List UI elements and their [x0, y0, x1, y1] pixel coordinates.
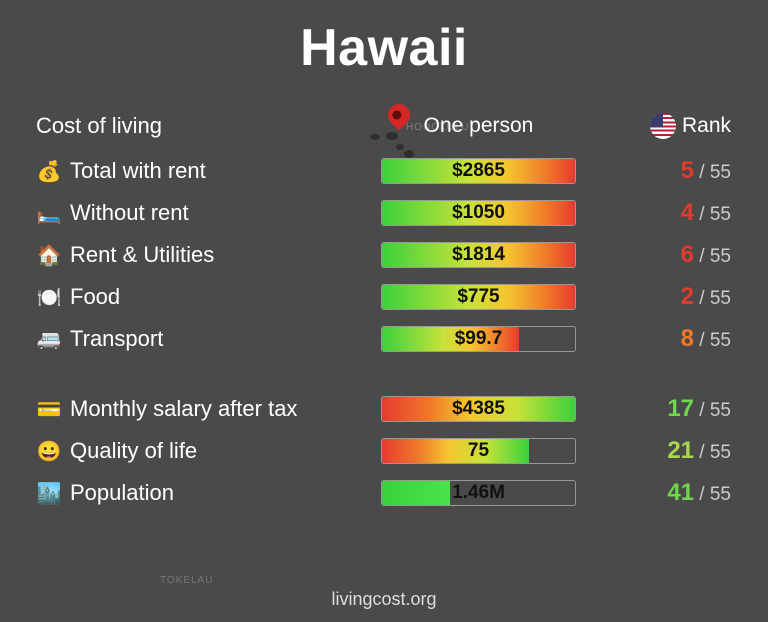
table-row: 🚐Transport$99.78 / 55 [36, 318, 732, 360]
table-row: 😀Quality of life7521 / 55 [36, 430, 732, 472]
value-bar: $775 [381, 284, 576, 310]
value-bar: 1.46M [381, 480, 576, 506]
bar-value: $99.7 [382, 327, 575, 351]
row-icon: 💳 [36, 397, 62, 422]
value-bar: $4385 [381, 396, 576, 422]
header-rank: Rank [576, 113, 731, 139]
bar-value: $1050 [382, 201, 575, 225]
rank-cell: 6 / 55 [576, 241, 731, 269]
row-label: 🍽️Food [36, 284, 381, 310]
value-bar: $1050 [381, 200, 576, 226]
value-bar: $1814 [381, 242, 576, 268]
value-bar: 75 [381, 438, 576, 464]
value-bar: $99.7 [381, 326, 576, 352]
row-label: 🛏️Without rent [36, 200, 381, 226]
bar-value: $2865 [382, 159, 575, 183]
row-icon: 🛏️ [36, 201, 62, 226]
row-label: 🚐Transport [36, 326, 381, 352]
header-section: Cost of living [36, 113, 381, 139]
rank-cell: 41 / 55 [576, 479, 731, 507]
row-icon: 🍽️ [36, 285, 62, 310]
rank-cell: 4 / 55 [576, 199, 731, 227]
rank-cell: 2 / 55 [576, 283, 731, 311]
table-row: 🍽️Food$7752 / 55 [36, 276, 732, 318]
bar-value: $1814 [382, 243, 575, 267]
table-row: 🏠Rent & Utilities$18146 / 55 [36, 234, 732, 276]
row-icon: 🏙️ [36, 481, 62, 506]
table-row: 💰Total with rent$28655 / 55 [36, 150, 732, 192]
bar-value: $4385 [382, 397, 575, 421]
row-icon: 🚐 [36, 327, 62, 352]
table-row: 🛏️Without rent$10504 / 55 [36, 192, 732, 234]
header-one-person: One person [381, 114, 576, 138]
footer-source: livingcost.org [0, 589, 768, 610]
row-icon: 😀 [36, 439, 62, 464]
row-icon: 💰 [36, 159, 62, 184]
rank-cell: 21 / 55 [576, 437, 731, 465]
row-label: 🏠Rent & Utilities [36, 242, 381, 268]
data-table: Cost of living One person Rank 💰Total wi… [0, 108, 768, 514]
us-flag-icon [650, 113, 676, 139]
map-far-label: TOKELAU [160, 575, 214, 586]
row-label: 💳Monthly salary after tax [36, 396, 381, 422]
row-icon: 🏠 [36, 243, 62, 268]
page-title: Hawaii [0, 0, 768, 78]
rank-cell: 17 / 55 [576, 395, 731, 423]
rank-cell: 8 / 55 [576, 325, 731, 353]
bar-value: $775 [382, 285, 575, 309]
table-row: 🏙️Population1.46M41 / 55 [36, 472, 732, 514]
row-label: 💰Total with rent [36, 158, 381, 184]
bar-value: 1.46M [382, 481, 575, 505]
rank-cell: 5 / 55 [576, 157, 731, 185]
bar-value: 75 [382, 439, 575, 463]
column-headers: Cost of living One person Rank [36, 108, 732, 144]
value-bar: $2865 [381, 158, 576, 184]
table-row: 💳Monthly salary after tax$438517 / 55 [36, 388, 732, 430]
row-label: 😀Quality of life [36, 438, 381, 464]
row-label: 🏙️Population [36, 480, 381, 506]
